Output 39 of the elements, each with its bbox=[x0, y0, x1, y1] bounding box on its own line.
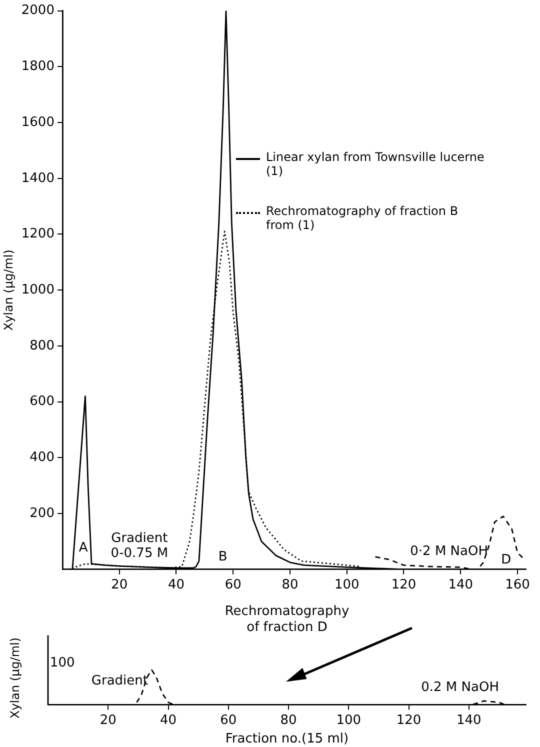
x-tick-label: 40 bbox=[160, 712, 177, 728]
annotation: B bbox=[218, 549, 228, 564]
y-tick-label: 600 bbox=[30, 394, 54, 410]
annotation: Gradient 0-0.75 M bbox=[110, 530, 168, 561]
x-tick-label: 100 bbox=[336, 712, 362, 728]
annotation: 0·2 M NaOH bbox=[410, 544, 488, 559]
legend-label: Linear xylan from Townsville lucerne (1) bbox=[266, 150, 486, 178]
x-tick-label: 20 bbox=[111, 578, 128, 593]
y-tick-label: 400 bbox=[30, 450, 54, 466]
annotation: 0.2 M NaOH bbox=[421, 680, 499, 695]
x-tick-label: 120 bbox=[396, 712, 422, 728]
annotation: A bbox=[78, 540, 88, 556]
y-tick-label: 1200 bbox=[21, 226, 54, 242]
annotation: 100 bbox=[50, 655, 75, 670]
y-axis-title: Xylan (μg/ml) bbox=[1, 250, 16, 331]
y-tick-label: 1800 bbox=[21, 59, 54, 74]
x-tick-label: 60 bbox=[224, 578, 242, 593]
y-tick-label: 2000 bbox=[21, 3, 54, 18]
y-tick-label: 1400 bbox=[21, 170, 54, 186]
y-axis-title: Xylan (μg/ml) bbox=[8, 636, 22, 721]
x-tick-label: 100 bbox=[334, 578, 360, 593]
chart-title: Rechromatography of fraction D bbox=[224, 604, 350, 635]
x-tick-label: 120 bbox=[391, 578, 416, 593]
x-tick-label: 80 bbox=[282, 578, 298, 593]
x-axis-title: Fraction no.(15 ml) bbox=[225, 732, 349, 747]
x-tick-label: 160 bbox=[505, 578, 530, 593]
y-tick-label: 1600 bbox=[21, 114, 54, 130]
x-tick-label: 140 bbox=[456, 712, 482, 728]
x-tick-label: 140 bbox=[448, 578, 474, 593]
y-tick-label: 1000 bbox=[21, 282, 54, 298]
y-tick-label: 800 bbox=[30, 338, 54, 354]
annotation: D bbox=[501, 552, 512, 568]
annotation: Gradient bbox=[91, 674, 148, 689]
legend-label: Rechromatography of fraction B from (1) bbox=[266, 204, 460, 232]
x-tick-label: 20 bbox=[100, 712, 116, 728]
x-tick-label: 60 bbox=[220, 712, 237, 728]
x-tick-label: 40 bbox=[168, 578, 185, 593]
y-tick-label: 200 bbox=[30, 506, 54, 521]
x-tick-label: 80 bbox=[280, 712, 297, 728]
